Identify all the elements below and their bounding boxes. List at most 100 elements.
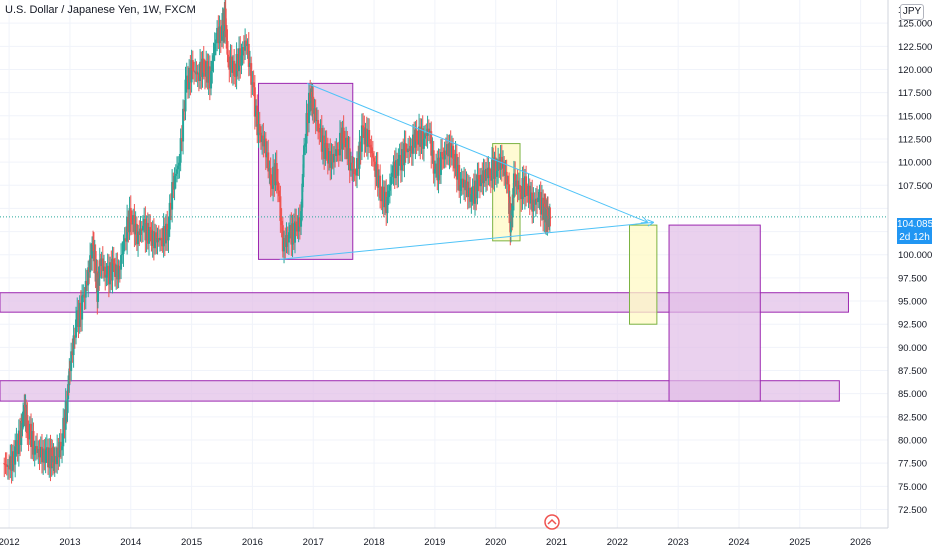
candle-body [484,168,487,181]
time-tick-label: 2014 [120,537,141,548]
candle-body [430,131,433,156]
candle-body [173,175,176,190]
candle-body [497,159,500,171]
candle-body [19,430,22,445]
candle-body [42,448,45,463]
candle-body [126,216,129,242]
currency-badge[interactable]: JPY [900,4,924,20]
candle-body [396,160,399,176]
candle-body [505,171,508,185]
candle-body [418,126,421,145]
candle-body [478,179,481,187]
candle-body [467,187,470,197]
candle-body [439,152,442,175]
candle-body [525,176,528,195]
candle-body [510,215,513,222]
candle-body [532,199,535,212]
candle-body [289,225,292,233]
candle-body [151,230,154,246]
candle-body [346,137,349,159]
time-tick-label: 2013 [59,537,80,548]
candle-body [456,164,459,180]
candle-body [268,167,271,172]
candle-body [494,157,497,177]
candle-body [208,66,211,89]
candle-body [369,144,372,148]
candle-body [154,232,157,249]
candle-body [358,141,361,169]
candle-body [269,167,272,186]
price-tick-label: 77.500 [898,459,927,470]
candle-body [109,262,112,285]
candle-body [413,134,416,148]
candle-body [100,258,103,267]
candle-body [516,180,519,190]
candle-body [166,223,169,241]
candle-body [96,271,99,302]
candle-body [437,157,440,181]
candle-body [201,58,204,77]
candle-body [36,446,39,453]
candle-body [538,192,541,198]
candle-body [124,238,127,242]
candle-body [120,255,123,270]
candle-body [240,55,243,66]
tradingview-logo-icon[interactable] [544,514,560,530]
candle-body [380,198,383,202]
candle-body [140,228,143,231]
candle-body [160,237,163,239]
candle-body [432,150,435,174]
price-axis-bg [888,0,932,550]
candle-body [236,54,239,72]
candle-body [547,209,550,220]
candle-body [22,415,25,423]
candle-body [73,335,76,338]
candle-body [472,186,475,204]
candle-body [83,294,86,298]
zone-rect-4 [629,224,658,325]
candle-body [255,105,258,117]
candle-body [235,54,238,77]
candle-body [297,217,300,232]
time-axis-bg [0,528,932,550]
candle-body [476,175,479,199]
candle-body [27,433,30,440]
time-tick-label: 2025 [789,537,810,548]
candle-body [214,39,217,44]
candle-body [387,190,390,198]
candle-body [364,128,367,145]
candle-body [263,138,266,147]
candle-body [10,456,13,471]
candle-body [169,202,172,210]
price-tick-label: 115.000 [898,111,932,122]
time-axis[interactable]: 2012 2013 2014 2015 2016 2017 2018 2019 2020 2021… [0,527,932,550]
candle-body [293,221,296,243]
candle-body [112,258,115,264]
candle-body [540,197,543,215]
candle-body [146,222,149,244]
candle-body [175,169,178,174]
price-tick-label: 112.500 [898,134,932,145]
candle-body [229,56,232,70]
trendlines-layer [279,82,655,260]
candle-body [258,124,261,133]
candle-body [290,225,293,245]
candle-body [272,166,275,189]
candle-body [317,120,320,132]
candle-body [145,222,148,241]
candle-body [210,71,213,89]
candle-body [66,399,69,414]
candle-body [148,226,151,244]
candle-body [343,143,346,148]
candle-body [162,226,165,247]
candle-body [107,265,110,285]
candle-body [543,203,546,220]
candle-body [207,66,210,83]
candle-body [483,170,486,181]
candle-body [542,197,545,220]
candle-body [68,368,71,372]
candle-body [213,43,216,56]
price-axis[interactable]: 72.500 75.000 77.500 80.000 82.500 85.000 87.5… [887,0,932,550]
